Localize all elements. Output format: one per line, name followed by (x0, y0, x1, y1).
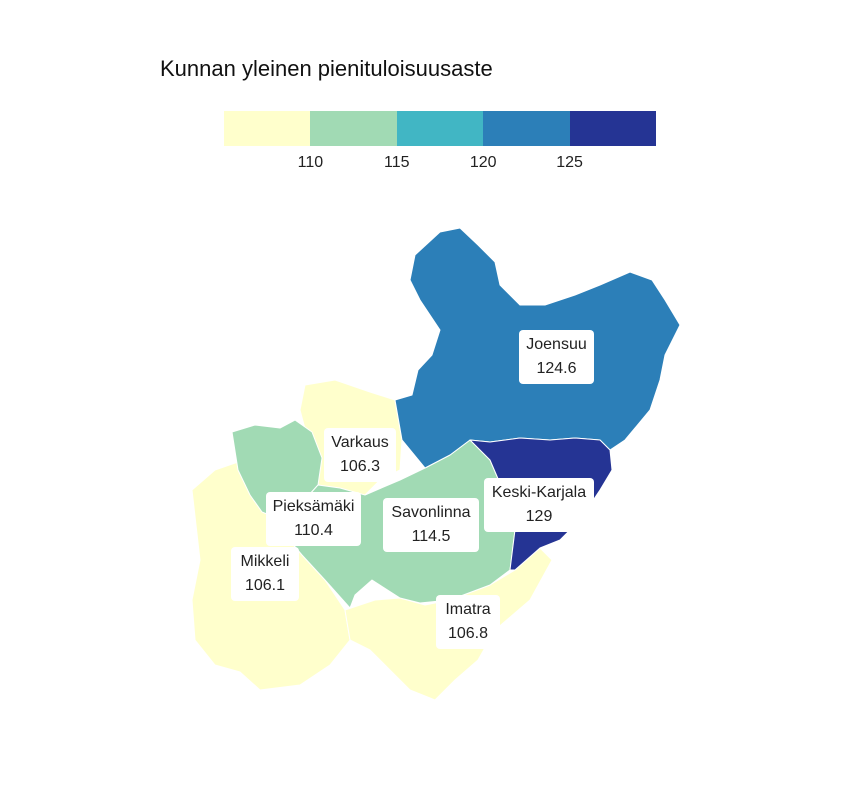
label-joensuu: Joensuu 124.6 (519, 330, 594, 384)
label-mikkeli-name: Mikkeli (240, 553, 290, 570)
legend-swatch-3 (396, 111, 484, 146)
label-varkaus-name: Varkaus (331, 434, 389, 451)
label-pieksamaki-value: 110.4 (294, 522, 333, 539)
legend-swatch-4 (483, 111, 570, 146)
label-keski-karjala-name: Keski-Karjala (491, 484, 587, 501)
legend-tick-110: 110 (297, 154, 324, 171)
label-mikkeli: Mikkeli 106.1 (231, 547, 299, 601)
label-imatra-value: 106.8 (447, 625, 489, 642)
color-legend: 110 115 120 125 (224, 111, 656, 181)
label-pieksamaki-name: Pieksämäki (272, 498, 355, 515)
legend-tick-125: 125 (556, 154, 583, 171)
label-imatra-name: Imatra (445, 601, 491, 618)
legend-tick-115: 115 (384, 154, 410, 171)
label-pieksamaki: Pieksämäki 110.4 (266, 492, 361, 546)
map-title: Kunnan yleinen pienituloisuusaste (160, 56, 493, 81)
label-savonlinna: Savonlinna 114.5 (383, 498, 479, 552)
label-joensuu-name: Joensuu (526, 336, 587, 353)
label-savonlinna-value: 114.5 (411, 528, 451, 545)
legend-swatch-1 (224, 111, 311, 146)
label-mikkeli-value: 106.1 (244, 577, 286, 594)
legend-tick-120: 120 (469, 154, 497, 171)
label-keski-karjala: Keski-Karjala 129 (484, 478, 594, 532)
label-varkaus-value: 106.3 (339, 458, 381, 475)
legend-swatch-2 (310, 111, 397, 146)
label-keski-karjala-value: 129 (525, 508, 553, 525)
label-varkaus: Varkaus 106.3 (324, 428, 396, 482)
label-joensuu-value: 124.6 (536, 360, 577, 377)
label-imatra: Imatra 106.8 (436, 595, 500, 649)
label-savonlinna-name: Savonlinna (391, 504, 471, 521)
legend-swatch-5 (569, 111, 656, 146)
